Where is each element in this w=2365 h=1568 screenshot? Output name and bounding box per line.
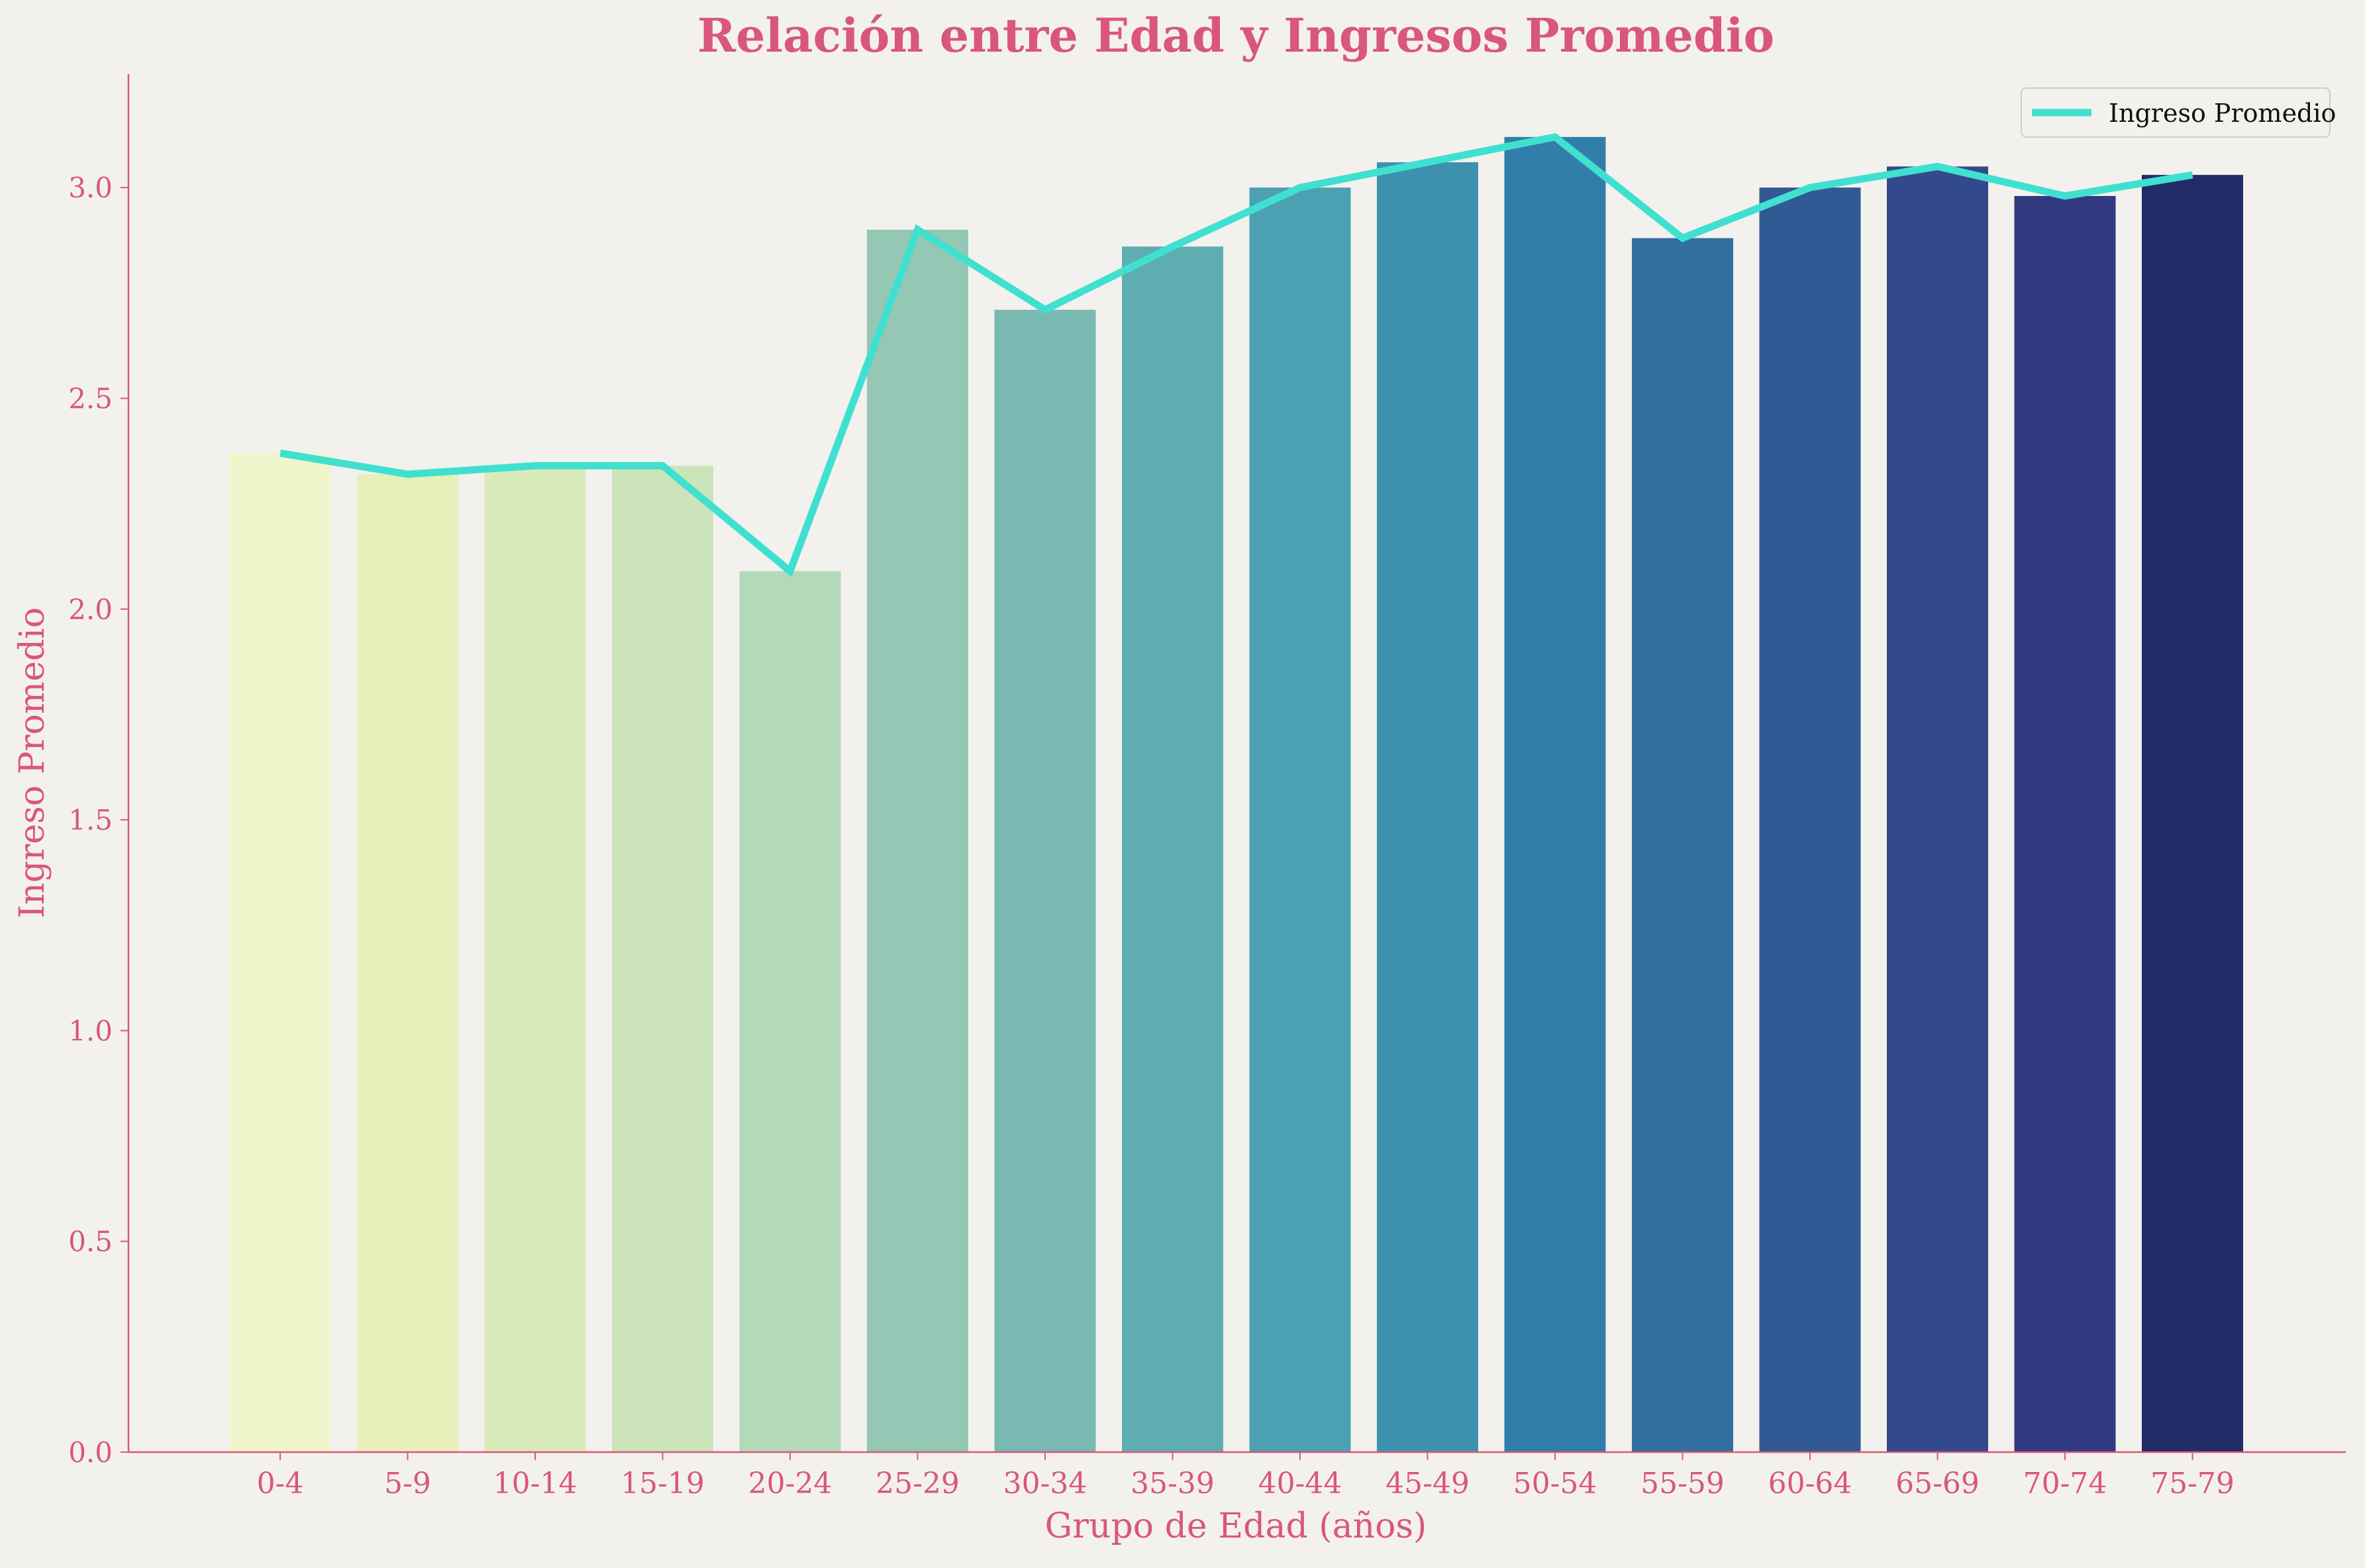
x-tick-label: 20-24 <box>748 1467 832 1500</box>
bar-60-64 <box>1759 187 1861 1452</box>
x-tick-label: 40-44 <box>1258 1467 1342 1500</box>
bar-55-59 <box>1632 238 1733 1452</box>
bars-layer <box>229 136 2243 1453</box>
x-tick-label: 55-59 <box>1640 1467 1725 1500</box>
y-tick-label: 1.5 <box>68 804 113 836</box>
bar-0-4 <box>229 453 331 1452</box>
ticks-layer: 0.0 0.5 1.0 1.5 2.0 2.5 3.0 0-4 5-9 10-14 15-19 20-… <box>68 172 2235 1500</box>
x-tick-label: 10-14 <box>493 1467 578 1500</box>
x-tick-label: 0-4 <box>257 1467 304 1500</box>
y-tick-label: 1.0 <box>68 1014 113 1047</box>
x-tick-label: 50-54 <box>1513 1467 1597 1500</box>
y-tick-label: 2.5 <box>68 383 113 415</box>
bar-45-49 <box>1377 162 1478 1452</box>
bar-70-74 <box>2014 195 2116 1453</box>
bar-35-39 <box>1122 246 1223 1452</box>
x-tick-label: 65-69 <box>1895 1467 1980 1500</box>
bar-20-24 <box>739 571 841 1452</box>
x-tick-label: 35-39 <box>1131 1467 1215 1500</box>
axes-layer <box>127 74 2346 1453</box>
bar-50-54 <box>1504 136 1606 1453</box>
bar-10-14 <box>484 466 586 1452</box>
y-tick-label: 0.5 <box>68 1226 113 1258</box>
bar-30-34 <box>994 309 1096 1453</box>
x-tick-label: 45-49 <box>1385 1467 1470 1500</box>
bar-15-19 <box>612 466 713 1452</box>
y-axis-label: Ingreso Promedio <box>13 607 52 918</box>
legend-box <box>2021 87 2331 138</box>
y-tick-label: 3.0 <box>68 172 113 204</box>
bar-25-29 <box>867 229 968 1452</box>
line-series-ingreso-promedio <box>279 132 2193 577</box>
x-tick-label: 25-29 <box>876 1467 960 1500</box>
bar-75-79 <box>2142 175 2243 1452</box>
x-tick-label: 30-34 <box>1003 1467 1087 1500</box>
x-tick-label: 70-74 <box>2023 1467 2107 1500</box>
legend: Ingreso Promedio <box>2021 87 2336 138</box>
line-layer <box>279 132 2193 577</box>
x-tick-label: 15-19 <box>621 1467 705 1500</box>
bar-5-9 <box>357 474 458 1452</box>
legend-label: Ingreso Promedio <box>2109 99 2336 128</box>
x-tick-label: 60-64 <box>1768 1467 1852 1500</box>
y-tick-label: 2.0 <box>68 593 113 626</box>
bar-40-44 <box>1249 187 1351 1452</box>
x-tick-label: 75-79 <box>2150 1467 2235 1500</box>
x-axis-label: Grupo de Edad (años) <box>1045 1506 1427 1546</box>
chart-title: Relación entre Edad y Ingresos Promedio <box>697 8 1774 63</box>
bar-65-69 <box>1887 166 1988 1452</box>
y-tick-label: 0.0 <box>68 1436 113 1469</box>
x-tick-label: 5-9 <box>384 1467 431 1500</box>
